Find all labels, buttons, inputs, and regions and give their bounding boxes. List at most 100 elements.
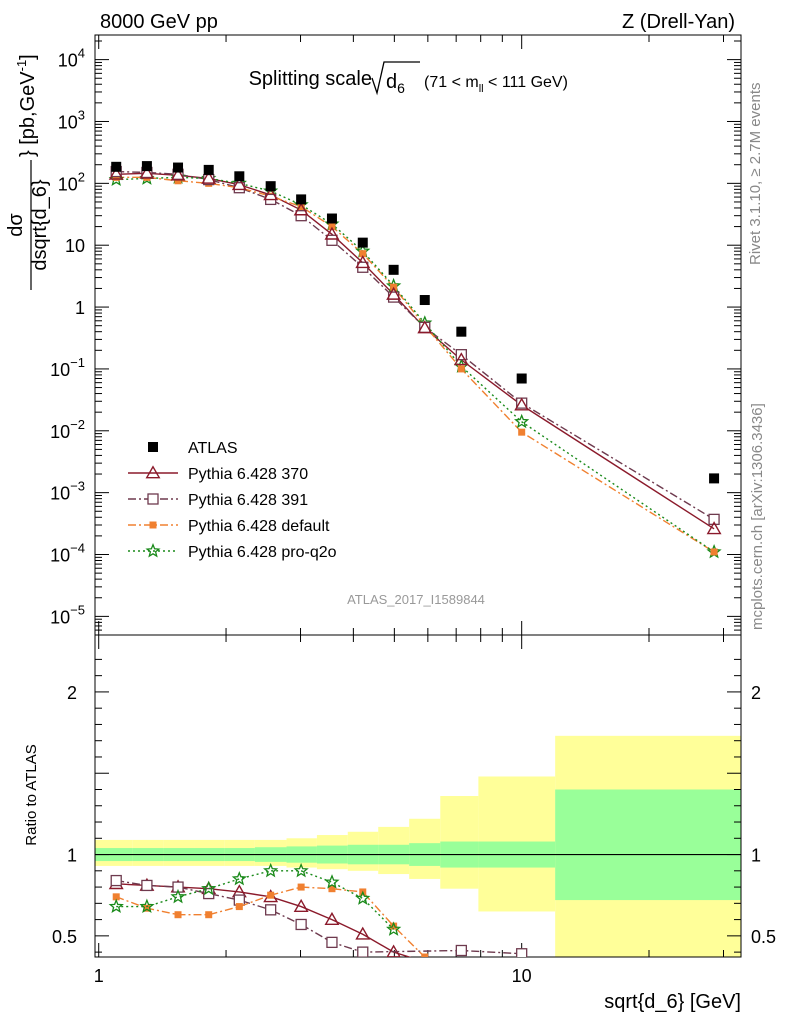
data-point-series-0 <box>388 264 399 275</box>
legend-label-3: Pythia 6.428 default <box>188 518 330 535</box>
ratio-y-axis-label: Ratio to ATLAS <box>23 744 40 845</box>
ratio-y-tick-label-left: 0.5 <box>52 927 77 947</box>
ratio-point-series-3 <box>112 893 120 901</box>
ratio-point-series-4 <box>324 874 340 889</box>
data-point-series-0 <box>456 326 467 337</box>
legend-marker-3 <box>149 521 157 529</box>
data-point-series-0 <box>326 213 337 224</box>
legend-marker-4 <box>145 543 161 558</box>
legend-label-2: Pythia 6.428 391 <box>188 492 308 509</box>
data-point-series-3 <box>297 203 305 211</box>
ratio-point-series-1 <box>324 911 340 925</box>
ratio-point-series-3 <box>235 903 243 911</box>
data-point-series-0 <box>357 237 368 248</box>
data-point-series-3 <box>518 428 526 436</box>
plot-title: Splitting scale d6 (71 < mll < 111 GeV) <box>249 61 568 96</box>
data-point-series-0 <box>203 164 214 175</box>
x-axis-label: sqrt{d_6} [GeV] <box>604 991 741 1013</box>
legend-marker-2 <box>147 493 159 505</box>
inner-band-bin <box>555 789 741 901</box>
data-point-series-1 <box>514 397 530 411</box>
y-tick-label: 10−5 <box>50 602 85 627</box>
y-label-denominator: dsqrt{d_6} <box>29 179 51 271</box>
y-tick-label: 1 <box>75 298 85 318</box>
data-point-series-2 <box>708 513 720 526</box>
legend-label-4: Pythia 6.428 pro-q2o <box>188 544 337 561</box>
ratio-point-series-3 <box>267 891 275 899</box>
data-point-series-4 <box>514 413 530 429</box>
legend-label-1: Pythia 6.428 370 <box>188 466 308 483</box>
ratio-point-series-3 <box>205 911 213 919</box>
y-tick-label: 10−2 <box>50 417 85 442</box>
y-tick-label: 10−1 <box>50 355 85 380</box>
ratio-point-series-2 <box>265 904 277 916</box>
main-data-series <box>108 161 722 559</box>
y-label-numerator: dσ <box>5 213 27 237</box>
y-tick-label: 102 <box>58 169 85 194</box>
data-point-series-1 <box>417 320 433 334</box>
data-point-series-0 <box>141 161 152 172</box>
ratio-point-series-3 <box>421 953 429 957</box>
ratio-point-series-2 <box>141 879 153 892</box>
legend-marker-0 <box>148 442 158 452</box>
ratio-point-series-4 <box>139 898 155 914</box>
ratio-point-series-3 <box>390 922 398 930</box>
data-point-series-1 <box>386 286 402 300</box>
ratio-line-2 <box>116 879 522 955</box>
x-tick-label: 10 <box>512 966 532 986</box>
ratio-data-series <box>108 862 528 957</box>
ratio-y-tick-label-right: 1 <box>751 846 761 866</box>
ratio-point-series-2 <box>110 874 122 887</box>
y-tick-label: 10−4 <box>50 541 85 566</box>
process-label: Z (Drell-Yan) <box>622 11 735 33</box>
ratio-point-series-2 <box>516 948 528 957</box>
y-label-unit: } [pb,GeV-1] <box>14 54 39 157</box>
legend-label-0: ATLAS <box>188 440 238 457</box>
data-point-series-0 <box>111 161 122 172</box>
legend: ATLAS Pythia 6.428 370 Pythia 6.428 391 Pyt… <box>128 440 337 561</box>
ratio-uncertainty-bands <box>95 735 741 957</box>
ratio-plot-frame <box>94 634 742 958</box>
mcplots-label: mcplots.cern.ch [arXiv:1306.3436] <box>749 403 766 630</box>
data-point-series-1 <box>706 521 722 535</box>
ratio-y-tick-label-right: 0.5 <box>751 927 776 947</box>
data-point-series-0 <box>419 295 430 306</box>
y-tick-label: 10−3 <box>50 479 85 504</box>
ratio-point-series-3 <box>297 883 305 891</box>
data-point-series-1 <box>355 255 371 269</box>
ratio-y-tick-label-left: 1 <box>67 846 77 866</box>
data-point-series-3 <box>112 173 120 181</box>
legend-marker-1 <box>145 465 161 479</box>
data-point-series-1 <box>139 165 155 179</box>
ratio-point-series-2 <box>326 936 338 949</box>
ratio-point-series-4 <box>386 921 402 936</box>
rivet-version-label: Rivet 3.1.10, ≥ 2.7M events <box>747 83 764 266</box>
y-tick-label: 103 <box>58 107 85 132</box>
analysis-watermark: ATLAS_2017_I1589844 <box>347 592 485 607</box>
ratio-point-series-3 <box>143 904 151 912</box>
ratio-point-series-4 <box>170 888 186 904</box>
data-point-series-1 <box>231 177 247 191</box>
title-sub: (71 < mll < 111 GeV) <box>424 74 568 95</box>
ratio-point-series-1 <box>355 926 371 940</box>
data-point-series-0 <box>173 162 184 173</box>
main-y-axis-label: dσ dsqrt{d_6} } [pb,GeV-1] <box>5 54 51 290</box>
data-point-series-3 <box>174 177 182 185</box>
ratio-point-series-4 <box>263 862 279 878</box>
data-point-series-0 <box>296 194 307 205</box>
data-point-series-0 <box>234 171 245 182</box>
ratio-point-series-4 <box>355 890 371 905</box>
data-point-series-3 <box>359 250 367 258</box>
ratio-point-series-3 <box>174 911 182 919</box>
data-point-series-0 <box>516 373 527 384</box>
ratio-y-tick-label-left: 2 <box>67 683 77 703</box>
data-point-series-3 <box>710 548 718 556</box>
title-main: Splitting scale <box>249 68 372 90</box>
data-point-series-1 <box>293 202 309 216</box>
ratio-point-series-2 <box>455 944 467 957</box>
data-point-series-0 <box>265 181 276 192</box>
data-point-series-2 <box>326 234 338 246</box>
series-line-3 <box>116 176 715 553</box>
